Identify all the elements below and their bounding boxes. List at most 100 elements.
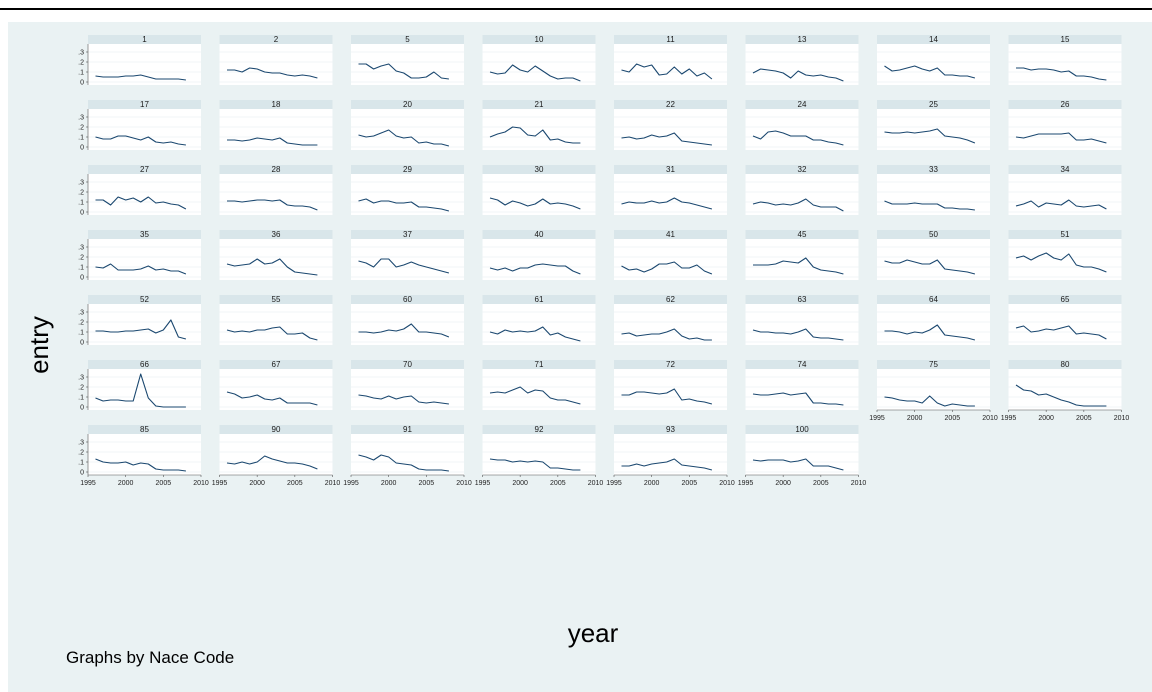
- panel-61: 61: [482, 295, 596, 345]
- plot-area: [614, 304, 727, 345]
- panel-92: 92 1995 2000 2005 2010: [475, 425, 603, 487]
- panel-37: 37: [351, 230, 464, 280]
- series-line: [489, 326, 581, 342]
- plot-area: [351, 304, 464, 345]
- series-line: [226, 326, 318, 341]
- panel-title: 41: [666, 230, 675, 239]
- plot-area: [88, 174, 201, 215]
- panel-51: 51: [1008, 230, 1122, 280]
- panel-strip: [351, 230, 464, 239]
- panel-strip: [1008, 295, 1122, 304]
- plot-area: [219, 434, 333, 475]
- series-line: [489, 263, 581, 275]
- y-tick-label: .2: [78, 59, 84, 66]
- panel-45: 45: [745, 230, 859, 280]
- graph-region: entry year Graphs by Nace Code 1 0.1.2.3 2 5 10…: [8, 22, 1152, 692]
- panel-title: 31: [666, 165, 675, 174]
- x-tick-label: 2005: [419, 480, 435, 487]
- y-tick-label: .2: [78, 384, 84, 391]
- y-tick-label: .2: [78, 124, 84, 131]
- panel-34: 34: [1008, 165, 1122, 215]
- panel-strip: [351, 165, 464, 174]
- panel-strip: [351, 100, 464, 109]
- panel-24: 24: [745, 100, 859, 150]
- panel-52: 52 0 .1 .2 .3: [78, 295, 201, 346]
- plot-area: [745, 109, 859, 150]
- panel-title: 28: [272, 165, 281, 174]
- panel-strip: [877, 360, 990, 369]
- panel-strip: [745, 35, 859, 44]
- series-line: [489, 197, 581, 210]
- panel-title: 29: [403, 165, 412, 174]
- panel-title: 34: [1061, 165, 1070, 174]
- series-line: [621, 388, 713, 405]
- panel-strip: [88, 35, 201, 44]
- panel-strip: [88, 295, 201, 304]
- series-line: [1015, 132, 1107, 144]
- panel-title: 91: [403, 425, 412, 434]
- panel-title: 30: [535, 165, 544, 174]
- series-line: [227, 67, 318, 79]
- panel-strip: [614, 230, 727, 239]
- panel-28: 28: [219, 165, 333, 215]
- panel-title: 93: [666, 425, 675, 434]
- series-line: [489, 64, 581, 82]
- series-line: [358, 394, 449, 405]
- plot-area: [351, 434, 464, 475]
- series-line: [1015, 325, 1107, 340]
- panel-title: 21: [535, 100, 544, 109]
- plot-area: [482, 239, 596, 280]
- plot-area: [614, 239, 727, 280]
- plot-area: [614, 109, 727, 150]
- panel-title: 18: [272, 100, 281, 109]
- panel-strip: [877, 230, 990, 239]
- panel-strip: [219, 165, 333, 174]
- x-tick-label: 2010: [1114, 415, 1130, 422]
- panel-strip: [219, 35, 333, 44]
- panel-strip: [614, 35, 727, 44]
- panel-title: 10: [535, 35, 544, 44]
- x-tick-label: 1995: [738, 480, 754, 487]
- x-tick-label: 2010: [982, 415, 998, 422]
- panel-85: 85 0 .1 .2 .3 1995 2000 2005 2010: [78, 425, 209, 487]
- panel-64: 64: [877, 295, 990, 345]
- panel-strip: [351, 360, 464, 369]
- y-axis-label: entry: [24, 316, 54, 374]
- panel-title: 67: [272, 360, 281, 369]
- panel-strip: [877, 295, 990, 304]
- plot-area: [745, 304, 859, 345]
- panel-strip: [745, 230, 859, 239]
- panel-strip: [614, 165, 727, 174]
- plot-area: [219, 239, 333, 280]
- y-tick-label: .3: [78, 374, 84, 381]
- panel-31: 31: [614, 165, 727, 215]
- panel-20: 20: [351, 100, 464, 150]
- panel-strip: [877, 100, 990, 109]
- x-tick-label: 2010: [193, 480, 209, 487]
- panel-strip: [614, 425, 727, 434]
- panel-strip: [482, 295, 596, 304]
- panel-title: 22: [666, 100, 675, 109]
- panel-33: 33: [877, 165, 990, 215]
- panel-strip: [1008, 165, 1122, 174]
- series-line: [95, 263, 187, 275]
- panel-title: 63: [798, 295, 807, 304]
- panel-title: 50: [929, 230, 938, 239]
- panel-15: 15: [1008, 35, 1122, 85]
- panel-100: 100 1995 2000 2005 2010: [738, 425, 866, 487]
- panel-13: 13: [745, 35, 859, 85]
- plot-area: [745, 174, 859, 215]
- plot-area: [1008, 304, 1122, 345]
- panel-title: 66: [140, 360, 149, 369]
- panel-title: 100: [795, 425, 809, 434]
- panel-strip: [482, 425, 596, 434]
- panel-65: 65: [1008, 295, 1122, 345]
- panel-strip: [219, 425, 333, 434]
- panel-strip: [88, 230, 201, 239]
- series-line: [358, 63, 449, 80]
- panel-strip: [88, 360, 201, 369]
- x-tick-label: 2000: [381, 480, 397, 487]
- y-tick-label: .1: [78, 264, 84, 271]
- panel-18: 18: [219, 100, 333, 150]
